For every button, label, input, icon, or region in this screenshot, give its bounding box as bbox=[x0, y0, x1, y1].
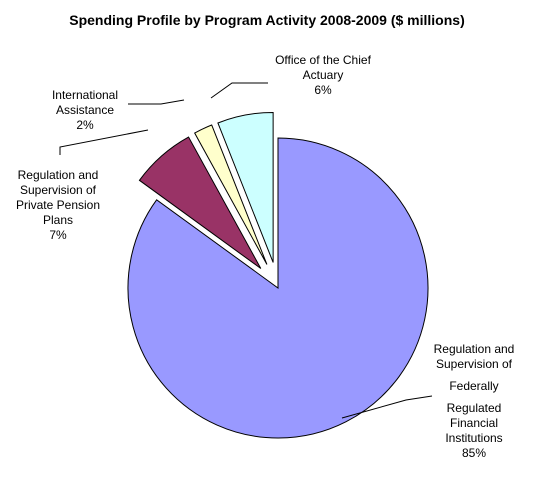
slice-intl bbox=[193, 124, 268, 265]
value-label-pension: 7% bbox=[49, 228, 67, 242]
leader-line-actuary bbox=[210, 82, 268, 99]
slice-pension bbox=[138, 136, 262, 269]
label-actuary: Office of the Chief Actuary 6% bbox=[253, 53, 393, 98]
leader-line-osfi bbox=[341, 395, 433, 419]
value-label-intl: 2% bbox=[76, 118, 94, 132]
label-osfi: Regulation and Supervision of Federally … bbox=[415, 342, 533, 461]
value-label-osfi: 85% bbox=[461, 446, 487, 460]
value-label-actuary: 6% bbox=[314, 83, 332, 97]
leader-line-intl bbox=[128, 99, 185, 105]
label-intl: International Assistance 2% bbox=[33, 88, 137, 133]
chart-title: Spending Profile by Program Activity 200… bbox=[69, 12, 465, 28]
slice-actuary bbox=[217, 111, 274, 263]
slice-osfi bbox=[127, 137, 429, 439]
leader-line-pension bbox=[59, 129, 149, 155]
label-pension: Regulation and Supervision of Private Pe… bbox=[2, 168, 114, 243]
